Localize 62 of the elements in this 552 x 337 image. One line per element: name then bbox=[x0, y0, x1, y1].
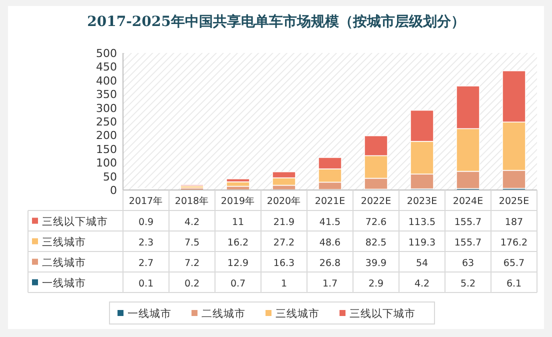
data-label: 65.7 bbox=[503, 258, 525, 269]
data-label: 63 bbox=[462, 258, 474, 269]
data-label: 54 bbox=[416, 258, 428, 269]
data-label: 7.2 bbox=[184, 258, 200, 269]
x-tick-label: 2024E bbox=[452, 196, 484, 207]
data-label: 16.2 bbox=[227, 238, 249, 248]
data-label: 187 bbox=[504, 217, 524, 228]
y-tick-label: 0 bbox=[110, 184, 117, 197]
x-tick-label: 2018年 bbox=[174, 195, 210, 207]
data-label: 2.3 bbox=[138, 238, 154, 248]
data-label: 176.2 bbox=[500, 238, 528, 248]
legend-label: 三线城市 bbox=[42, 236, 86, 248]
data-label: 82.5 bbox=[365, 238, 387, 248]
legend: 一线城市 二线城市 三线城市 三线以下城市 bbox=[109, 302, 435, 324]
data-label: 4.2 bbox=[184, 217, 200, 228]
y-tick-label: 250 bbox=[96, 116, 117, 128]
x-tick-label: 2023E bbox=[406, 196, 438, 207]
data-label: 6.1 bbox=[506, 278, 522, 290]
data-label: 11 bbox=[232, 217, 244, 228]
legend-label: 三线以下城市 bbox=[42, 215, 108, 228]
data-label: 1 bbox=[280, 278, 288, 290]
data-label: 2.9 bbox=[368, 278, 384, 290]
y-tick-label: 50 bbox=[103, 170, 117, 184]
data-label: 39.9 bbox=[365, 258, 387, 269]
data-label: 12.9 bbox=[227, 258, 249, 269]
y-tick-label: 450 bbox=[96, 60, 117, 74]
data-label: 48.6 bbox=[319, 238, 341, 248]
data-label: 155.7 bbox=[454, 217, 482, 228]
data-label: 0.9 bbox=[138, 217, 154, 228]
data-label: 155.7 bbox=[454, 238, 482, 248]
data-label: 4.2 bbox=[414, 278, 430, 290]
data-label: 0.2 bbox=[184, 278, 200, 290]
legend-label: 一线城市 bbox=[42, 276, 86, 290]
x-tick-label: 2022E bbox=[360, 196, 392, 207]
x-tick-label: 2017年 bbox=[128, 195, 164, 207]
y-tick-label: 300 bbox=[96, 102, 117, 115]
data-label: 1.7 bbox=[322, 278, 338, 290]
chart-title: 2017-2025年中国共享电单车市场规模（按城市层级划分） bbox=[87, 13, 465, 30]
data-label: 0.1 bbox=[138, 278, 154, 290]
x-tick-label: 2025E bbox=[498, 196, 530, 207]
legend-label: 二线城市 bbox=[42, 256, 86, 269]
y-tick-label: 150 bbox=[96, 142, 117, 156]
data-label: 2.7 bbox=[138, 258, 154, 269]
data-label: 5.2 bbox=[460, 278, 476, 290]
data-label: 113.5 bbox=[408, 217, 436, 228]
data-label: 21.9 bbox=[273, 217, 295, 228]
y-tick-label: 350 bbox=[96, 88, 117, 102]
x-tick-label: 2021E bbox=[314, 196, 346, 207]
x-tick-label: 2019年 bbox=[220, 195, 256, 207]
data-label: 7.5 bbox=[184, 238, 200, 248]
data-label: 27.2 bbox=[273, 238, 295, 248]
data-label: 26.8 bbox=[319, 258, 341, 269]
data-label: 41.5 bbox=[319, 217, 341, 228]
y-tick-label: 100 bbox=[96, 156, 117, 170]
data-label: 0.7 bbox=[230, 278, 246, 290]
data-label: 16.3 bbox=[273, 258, 295, 269]
x-tick-label: 2020年 bbox=[266, 195, 302, 207]
y-tick-label: 400 bbox=[96, 74, 117, 88]
y-tick-label: 200 bbox=[96, 129, 117, 142]
y-tick-label: 500 bbox=[96, 47, 117, 60]
data-label: 119.3 bbox=[408, 238, 436, 248]
data-label: 72.6 bbox=[365, 217, 387, 228]
